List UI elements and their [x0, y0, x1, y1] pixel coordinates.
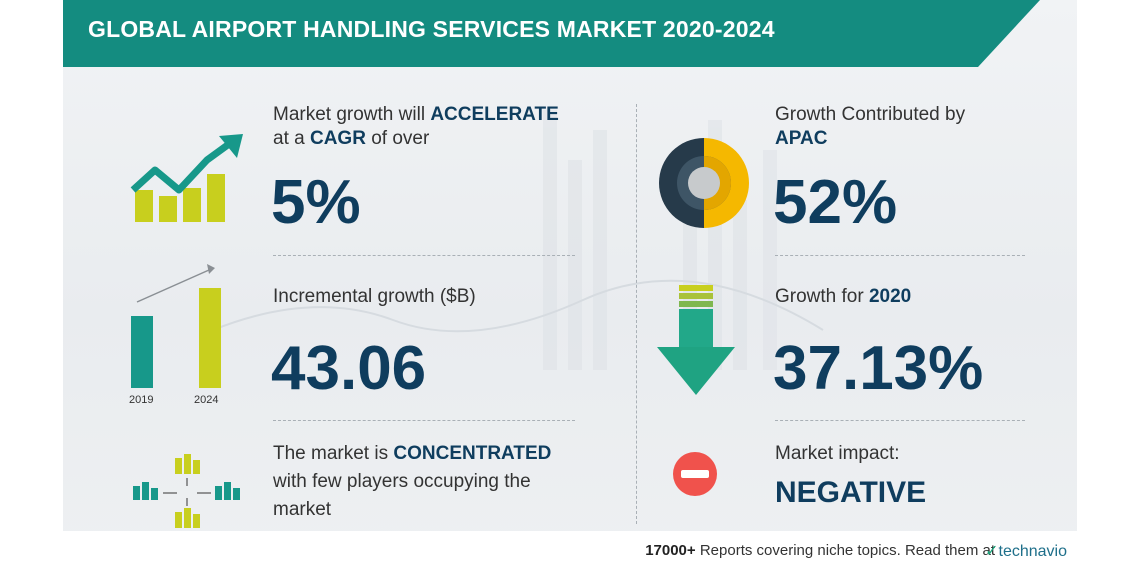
- title-banner-tail: [978, 0, 1040, 67]
- cagr-value: 5%: [271, 168, 361, 237]
- impact-value: NEGATIVE: [775, 476, 927, 509]
- impact-label: Market impact:: [775, 443, 900, 464]
- minus-circle-icon: [673, 452, 717, 496]
- concentration-line-3: market: [273, 499, 332, 520]
- down-arrow-icon: [657, 285, 735, 395]
- footer-message: Reports covering niche topics. Read them…: [699, 542, 995, 559]
- donut-chart-icon: [659, 138, 749, 228]
- footer-bar: 17000+ Reports covering niche topics. Re…: [63, 531, 1077, 570]
- year-2019-label: 2019: [129, 394, 154, 406]
- column-divider: [636, 104, 637, 524]
- concentration-line-2: with few players occupying the: [273, 471, 531, 492]
- yoy-value: 37.13%: [773, 334, 984, 403]
- brand-mark-icon: ✓: [985, 543, 999, 560]
- page-title: GLOBAL AIRPORT HANDLING SERVICES MARKET …: [88, 16, 775, 42]
- infographic-card: GLOBAL AIRPORT HANDLING SERVICES MARKET …: [63, 0, 1077, 570]
- cagr-line-1: Market growth will ACCELERATE: [273, 104, 559, 125]
- title-banner: GLOBAL AIRPORT HANDLING SERVICES MARKET …: [63, 0, 978, 67]
- incremental-label: Incremental growth ($B): [273, 286, 476, 307]
- year-2024-label: 2024: [194, 394, 219, 406]
- cagr-line-2: at a CAGR of over: [273, 128, 430, 149]
- apac-line-1: Growth Contributed by: [775, 104, 966, 125]
- footer-text: 17000+ Reports covering niche topics. Re…: [645, 542, 995, 559]
- apac-value: 52%: [773, 168, 898, 237]
- apac-line-2: APAC: [775, 128, 828, 149]
- row-divider-right-1: [775, 255, 1025, 256]
- footer-count: 17000+: [645, 542, 696, 559]
- row-divider-left-1: [273, 255, 575, 256]
- yoy-label: Growth for 2020: [775, 286, 912, 307]
- buildings-converge-icon: [133, 454, 240, 528]
- bar-comparison-icon: [131, 264, 221, 388]
- technavio-logo[interactable]: ✓technavio: [985, 541, 1067, 561]
- row-divider-right-2: [775, 420, 1025, 421]
- growth-arrow-icon: [130, 134, 243, 222]
- incremental-value: 43.06: [271, 334, 427, 403]
- brand-name: technavio: [998, 543, 1068, 560]
- row-divider-left-2: [273, 420, 575, 421]
- concentration-line-1: The market is CONCENTRATED: [273, 443, 552, 464]
